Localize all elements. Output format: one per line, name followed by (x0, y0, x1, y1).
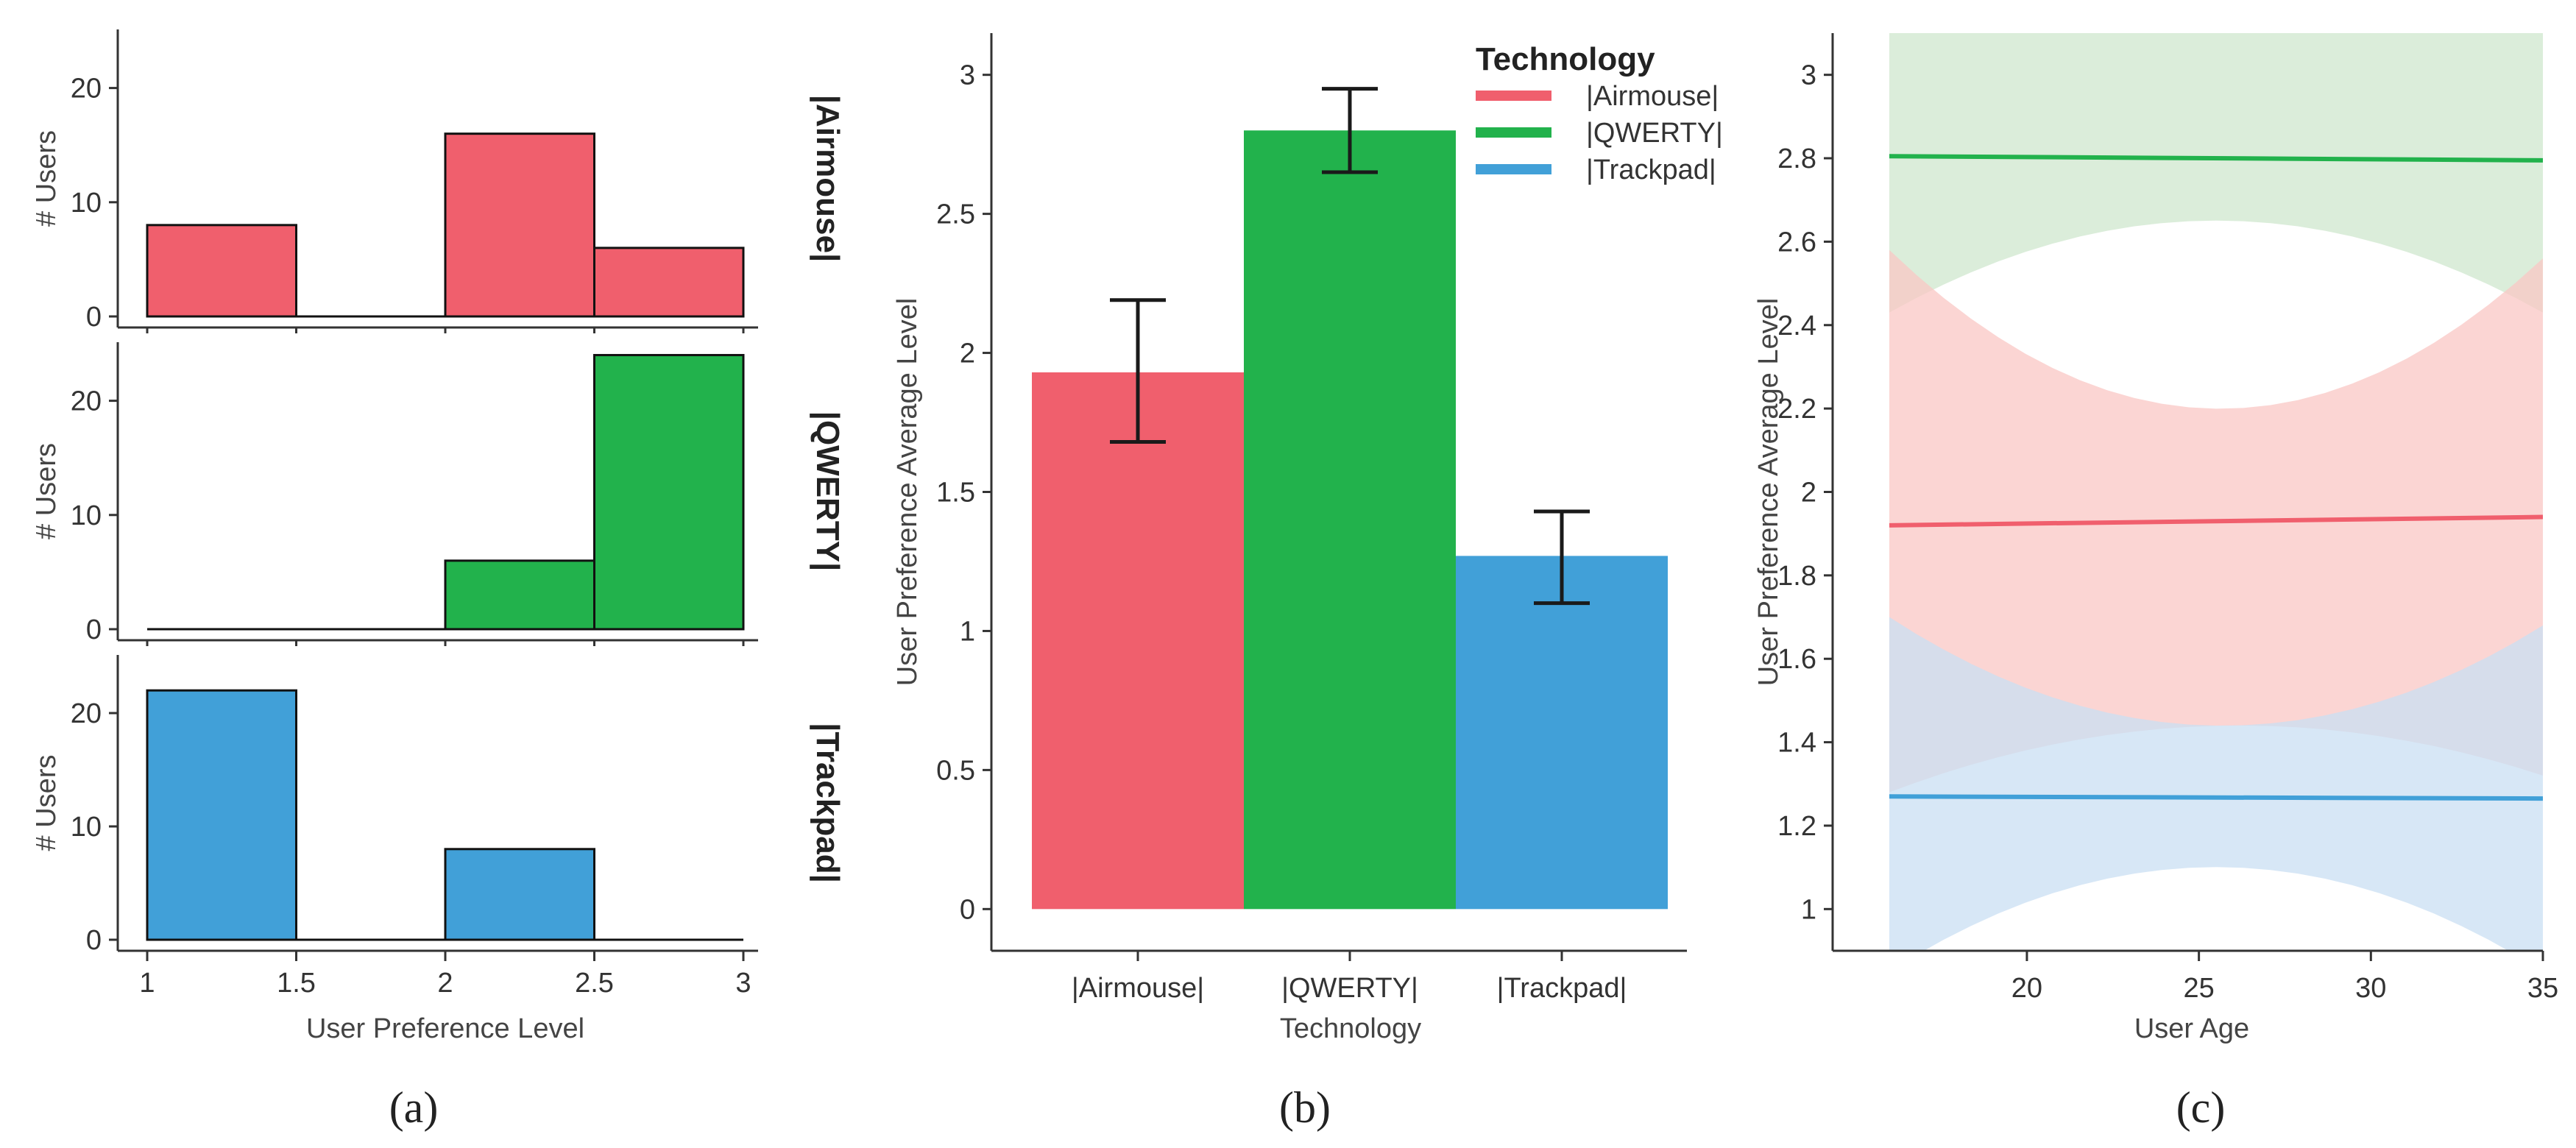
y-tick-label: 2.8 (1777, 144, 1816, 174)
legend-title: Technology (1476, 41, 1655, 77)
y-tick-label: 1.2 (1777, 811, 1816, 842)
x-tick-label: 35 (2527, 973, 2558, 1004)
x-tick-label: 20 (2011, 973, 2042, 1004)
x-tick-label: 1 (139, 968, 155, 999)
facet-qwerty: 0 10 20 # Users |QWERTY| (31, 342, 846, 646)
x-axis-label: Technology (1280, 1013, 1421, 1044)
facet-airmouse: 0 10 20 # Users |Airmouse| (31, 29, 846, 333)
legend-item-trackpad: |Trackpad| (1586, 155, 1716, 185)
histogram-bar (444, 848, 595, 941)
panel-b-bar-chart: 0 0.5 1 1.5 2 2.5 3 |Airmouse| |QWERTY| |Trackpad… (892, 33, 1723, 1044)
histogram-bar (593, 247, 745, 318)
x-tick-label: |Trackpad| (1497, 973, 1627, 1004)
y-tick-label: 0.5 (936, 755, 975, 786)
panel-c-line-chart: 1 1.2 1.4 1.6 1.8 2 2.2 2.4 2.6 2.8 3 20 25 30 35 User … (1753, 33, 2558, 1044)
bar-qwerty (1244, 130, 1456, 910)
y-tick-label: 2.6 (1777, 227, 1816, 258)
caption-a: (a) (389, 1083, 439, 1132)
y-tick-label: 0 (960, 894, 975, 925)
x-tick-label: 25 (2183, 973, 2214, 1004)
histogram-bar (146, 689, 297, 941)
y-tick-label: 20 (71, 74, 102, 104)
histogram-bar (444, 132, 595, 318)
y-tick-label: 2 (1801, 478, 1816, 509)
regression-line-airmouse (1889, 514, 2543, 528)
y-tick-label: 20 (71, 386, 102, 417)
x-tick-label: 2 (437, 968, 453, 999)
legend: Technology |Airmouse| |QWERTY| |Trackpad| (1476, 41, 1723, 185)
y-tick-label: 3 (1801, 60, 1816, 91)
y-axis-label: User Preference Average Level (1753, 298, 1784, 686)
facet-label: |Trackpad| (809, 723, 846, 883)
y-axis-label: # Users (31, 130, 62, 227)
histogram-bar (146, 224, 297, 318)
caption-b: (b) (1279, 1083, 1331, 1132)
y-tick-label: 1.8 (1777, 561, 1816, 592)
y-tick-label: 2.4 (1777, 311, 1816, 341)
y-tick-label: 20 (71, 698, 102, 729)
x-axis-label: User Preference Level (306, 1013, 584, 1044)
y-tick-label: 10 (71, 188, 102, 219)
caption-c: (c) (2176, 1083, 2226, 1132)
histogram-bar (593, 354, 745, 631)
y-tick-label: 2.5 (936, 199, 975, 230)
panel-c-plot-area (1889, 33, 2543, 951)
x-tick-label: |Airmouse| (1072, 973, 1204, 1004)
y-tick-label: 10 (71, 500, 102, 531)
y-axis-label: User Preference Average Level (892, 298, 923, 686)
y-tick-label: 10 (71, 812, 102, 843)
y-tick-label: 0 (86, 302, 102, 333)
y-axis-label: # Users (31, 755, 62, 851)
y-tick-label: 1.6 (1777, 644, 1816, 675)
y-tick-label: 2.2 (1777, 394, 1816, 425)
y-tick-label: 0 (86, 925, 102, 956)
histogram-bar (444, 559, 595, 631)
y-axis-label: # Users (31, 443, 62, 539)
regression-line-trackpad (1889, 794, 2543, 801)
y-tick-label: 0 (86, 614, 102, 645)
legend-item-airmouse: |Airmouse| (1586, 81, 1719, 112)
facet-label: |Airmouse| (809, 95, 846, 263)
x-tick-label: 30 (2355, 973, 2386, 1004)
y-tick-label: 2 (960, 339, 975, 369)
y-tick-label: 1 (1801, 894, 1816, 925)
x-tick-label: 2.5 (575, 968, 614, 999)
regression-line-qwerty (1889, 154, 2543, 163)
x-tick-label: 3 (735, 968, 751, 999)
confidence-band-qwerty (1889, 33, 2543, 313)
legend-item-qwerty: |QWERTY| (1586, 118, 1723, 149)
bar-airmouse (1032, 372, 1244, 910)
facet-label: |QWERTY| (809, 411, 846, 572)
y-tick-label: 1.5 (936, 478, 975, 509)
confidence-band-trackpad (1889, 617, 2543, 951)
x-tick-label: 1.5 (277, 968, 316, 999)
y-tick-label: 1.4 (1777, 728, 1816, 759)
x-axis-label: User Age (2134, 1013, 2249, 1044)
y-tick-label: 1 (960, 616, 975, 647)
bar-trackpad (1456, 556, 1668, 910)
y-tick-label: 3 (960, 60, 975, 91)
facet-trackpad: 0 10 20 1 1.5 2 2.5 3 # Users |Trackpad| (31, 655, 846, 999)
x-tick-label: |QWERTY| (1281, 973, 1418, 1004)
